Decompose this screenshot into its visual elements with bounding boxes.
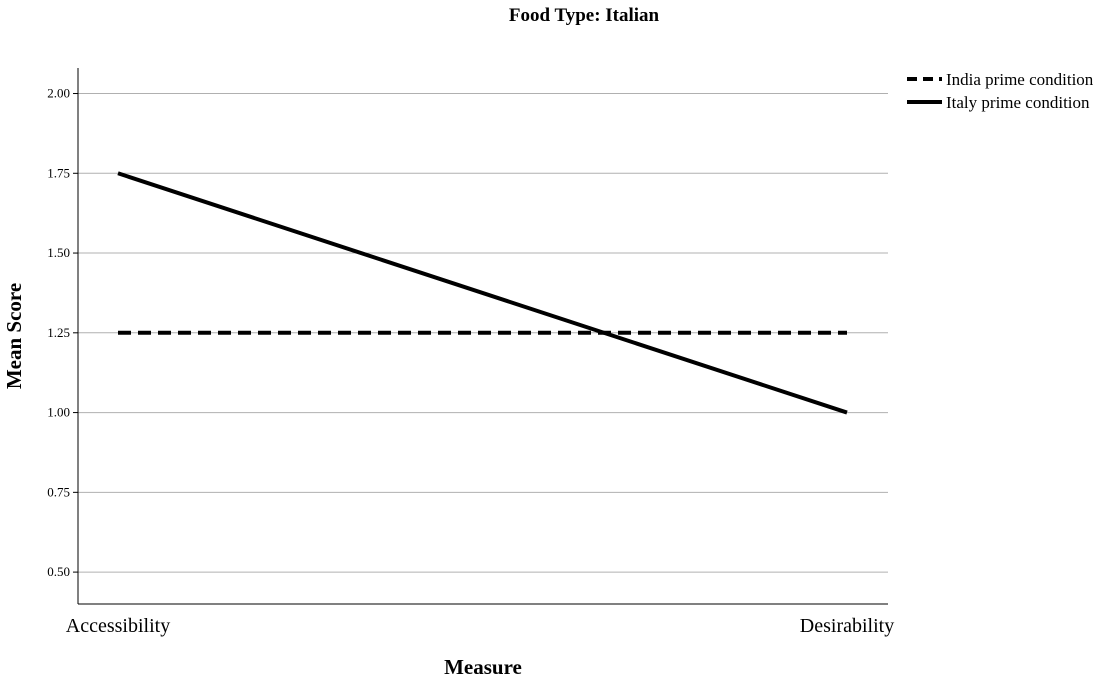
y-tick-label: 0.50 [47,564,70,579]
legend-label: Italy prime condition [946,93,1090,112]
legend-label: India prime condition [946,70,1094,89]
y-tick-label: 1.00 [47,405,70,420]
series-line-2 [117,171,848,415]
x-axis-ticks: Accessibility Desirability [66,615,894,637]
y-tick-label: 1.25 [47,325,70,340]
x-axis-title: Measure [444,655,522,679]
y-axis-ticks: 0.50 0.75 1.00 1.25 1.50 1.75 2.00 [47,86,78,579]
x-tick-label: Accessibility [66,615,170,637]
chart-title: Food Type: Italian [509,5,660,26]
y-tick-label: 1.75 [47,165,70,180]
legend: India prime condition Italy prime conditi… [907,70,1094,112]
y-tick-label: 1.50 [47,245,70,260]
series-lines [117,171,848,415]
y-tick-label: 0.75 [47,484,70,499]
y-axis-title: Mean Score [2,283,26,389]
y-tick-label: 2.00 [47,86,70,101]
x-tick-label: Desirability [800,615,894,637]
gridlines [78,93,888,573]
